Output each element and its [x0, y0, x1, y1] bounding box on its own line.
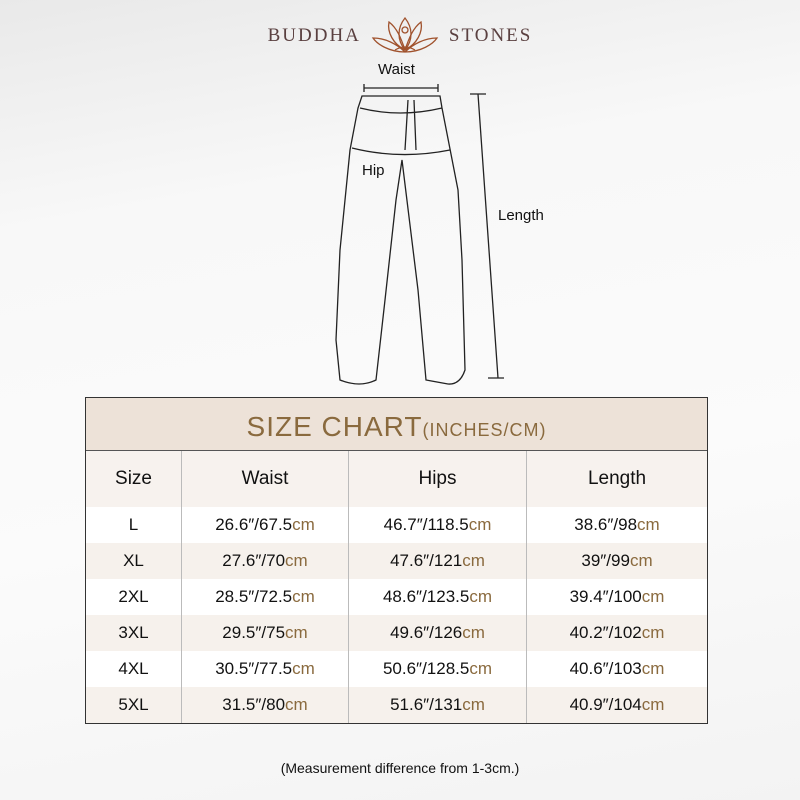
brand-left: BUDDHA — [267, 25, 361, 46]
unit-cm: cm — [469, 587, 493, 606]
unit-cm: cm — [462, 695, 485, 714]
hips-value: 46.7″/118.5 — [383, 515, 469, 534]
cell-waist: 29.5″/75 cm — [181, 615, 348, 651]
header-length: Length — [526, 451, 707, 507]
unit-cm: cm — [641, 587, 665, 606]
lotus-icon — [371, 16, 439, 53]
unit-cm: cm — [285, 623, 308, 642]
cell-hips: 51.6″/131 cm — [348, 687, 526, 723]
cell-length: 40.2″/102 cm — [526, 615, 707, 651]
length-label: Length — [498, 207, 544, 224]
unit-cm: cm — [641, 623, 665, 642]
pants-diagram — [335, 84, 504, 385]
unit-cm: cm — [462, 551, 485, 570]
length-value: 40.9″/104 — [569, 695, 642, 714]
cell-length: 40.6″/103 cm — [526, 651, 707, 687]
table-row: 3XL 29.5″/75 cm 49.6″/126 cm 40.2″/102 cm — [86, 615, 707, 651]
size-value: 2XL — [118, 587, 149, 606]
table-header: Size Waist Hips Length — [86, 451, 707, 507]
hips-value: 47.6″/121 — [390, 551, 463, 570]
size-value: L — [128, 515, 139, 534]
unit-cm: cm — [637, 515, 660, 534]
unit-cm: cm — [629, 551, 653, 570]
cell-hips: 49.6″/126 cm — [348, 615, 526, 651]
cell-size: XL — [86, 543, 181, 579]
header-hips: Hips — [348, 451, 526, 507]
waist-value: 29.5″/75 — [222, 623, 286, 642]
brand-logo: BUDDHA STONES — [0, 14, 800, 58]
length-value: 40.6″/103 — [569, 659, 642, 678]
hips-value: 51.6″/131 — [390, 695, 463, 714]
size-value: 5XL — [118, 695, 149, 714]
hip-label: Hip — [362, 162, 385, 179]
waist-value: 30.5″/77.5 — [215, 659, 293, 678]
cell-length: 38.6″/98 cm — [526, 507, 707, 543]
cell-length: 39.4″/100 cm — [526, 579, 707, 615]
cell-size: 3XL — [86, 615, 181, 651]
size-value: 4XL — [118, 659, 149, 678]
size-value: XL — [123, 551, 144, 570]
unit-cm: cm — [292, 659, 315, 678]
unit-cm: cm — [292, 515, 315, 534]
hips-value: 48.6″/123.5 — [382, 587, 470, 606]
cell-waist: 30.5″/77.5 cm — [181, 651, 348, 687]
cell-waist: 31.5″/80 cm — [181, 687, 348, 723]
waist-value: 26.6″/67.5 — [215, 515, 293, 534]
table-row: 5XL 31.5″/80 cm 51.6″/131 cm 40.9″/104 cm — [86, 687, 707, 723]
cell-length: 40.9″/104 cm — [526, 687, 707, 723]
size-value: 3XL — [118, 623, 149, 642]
cell-size: 5XL — [86, 687, 181, 723]
table-title: SIZE CHART(INCHES/CM) — [86, 398, 707, 451]
cell-hips: 50.6″/128.5 cm — [348, 651, 526, 687]
cell-size: L — [86, 507, 181, 543]
pants-outline — [335, 95, 466, 385]
unit-cm: cm — [285, 695, 308, 714]
cell-waist: 26.6″/67.5 cm — [181, 507, 348, 543]
waist-line — [363, 84, 439, 92]
table-row: 4XL 30.5″/77.5 cm 50.6″/128.5 cm 40.6″/103 cm — [86, 651, 707, 687]
table-row: L 26.6″/67.5 cm 46.7″/118.5 cm 38.6″/98 cm — [86, 507, 707, 543]
waist-value: 31.5″/80 — [222, 695, 286, 714]
unit-cm: cm — [292, 587, 315, 606]
waist-value: 27.6″/70 — [222, 551, 286, 570]
cell-hips: 47.6″/121 cm — [348, 543, 526, 579]
cell-waist: 28.5″/72.5 cm — [181, 579, 348, 615]
length-value: 38.6″/98 — [574, 515, 638, 534]
table-row: XL 27.6″/70 cm 47.6″/121 cm 39″/99 cm — [86, 543, 707, 579]
waist-value: 28.5″/72.5 — [215, 587, 293, 606]
unit-cm: cm — [469, 659, 493, 678]
table-row: 2XL 28.5″/72.5 cm 48.6″/123.5 cm 39.4″/100 cm — [86, 579, 707, 615]
unit-cm: cm — [285, 551, 308, 570]
cell-waist: 27.6″/70 cm — [181, 543, 348, 579]
header-waist: Waist — [181, 451, 348, 507]
length-value: 40.2″/102 — [569, 623, 642, 642]
hips-value: 49.6″/126 — [390, 623, 463, 642]
length-line — [470, 93, 504, 379]
unit-cm: cm — [641, 695, 665, 714]
length-value: 39.4″/100 — [569, 587, 642, 606]
cell-size: 2XL — [86, 579, 181, 615]
unit-cm: cm — [462, 623, 485, 642]
header-size: Size — [115, 468, 152, 489]
length-value: 39″/99 — [581, 551, 630, 570]
hips-value: 50.6″/128.5 — [382, 659, 470, 678]
brand-right: STONES — [448, 25, 533, 46]
size-chart-table: SIZE CHART(INCHES/CM) Size Waist Hips Le… — [85, 397, 708, 724]
cell-size: 4XL — [86, 651, 181, 687]
measurement-note: (Measurement difference from 1-3cm.) — [280, 760, 520, 776]
cell-hips: 48.6″/123.5 cm — [348, 579, 526, 615]
unit-cm: cm — [641, 659, 665, 678]
cell-length: 39″/99 cm — [526, 543, 707, 579]
unit-cm: cm — [468, 515, 492, 534]
cell-hips: 46.7″/118.5 cm — [348, 507, 526, 543]
waist-label: Waist — [378, 61, 415, 78]
